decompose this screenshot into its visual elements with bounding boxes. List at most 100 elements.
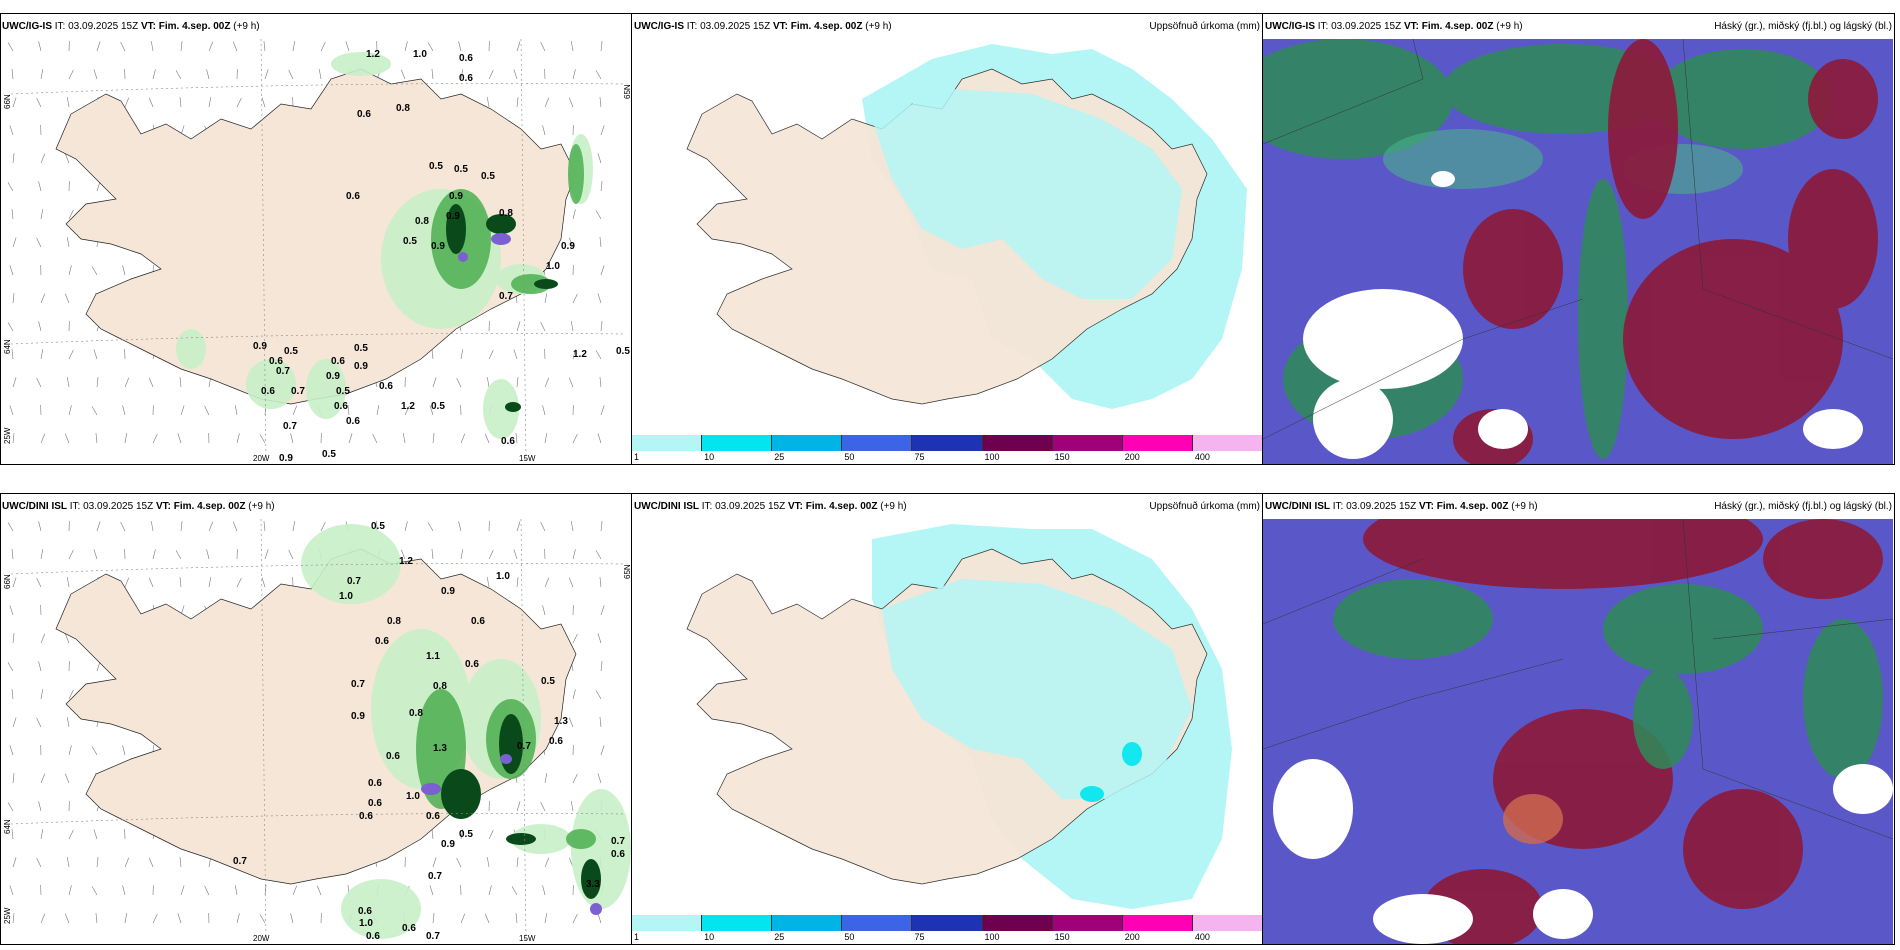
wind-barb — [597, 433, 602, 444]
precip-value: 0.5 — [371, 521, 385, 532]
wind-barb — [236, 433, 240, 444]
wind-barb — [40, 153, 46, 164]
wind-barb — [316, 885, 322, 896]
precip-values: 1.2 1.0 0.60.60.80.60.60.50.90.50.50.8 0.9 0… — [253, 49, 630, 464]
wind-barb — [516, 377, 519, 388]
wind-barb — [544, 577, 550, 588]
wind-barb — [568, 717, 574, 728]
precip-value: 1.0 — [406, 791, 420, 802]
accum-over-land — [872, 89, 1182, 299]
wind-barb — [595, 210, 602, 220]
precip-value: 0.9 — [441, 586, 455, 597]
wind-barb — [64, 913, 70, 924]
valid-time: VT: Fim. 4.sep. 00Z — [772, 21, 863, 32]
colorbar-segment — [772, 915, 843, 931]
wind-barb — [544, 97, 550, 108]
wind-barb — [9, 265, 14, 276]
wind-barb — [179, 97, 182, 108]
panel-header: UWC/DINI ISL IT: 03.09.2025 15Z VT: Fim.… — [1265, 501, 1538, 512]
wind-barb — [236, 97, 242, 108]
wind-barb — [597, 633, 602, 644]
wind-barb — [38, 321, 42, 332]
precip-value: 0.5 — [403, 236, 417, 247]
wind-barb — [516, 41, 521, 52]
wind-barb — [93, 549, 98, 560]
wind-barb — [292, 405, 298, 416]
precip-value: 0.8 — [409, 708, 423, 719]
colorbar-label: 75 — [914, 452, 925, 462]
wind-barb — [234, 405, 238, 416]
wind-barb — [206, 549, 210, 560]
precip-value: 0.7 — [611, 836, 625, 847]
wind-barb — [431, 829, 434, 840]
wind-barb — [600, 405, 605, 416]
colorbar-label: 400 — [1194, 452, 1210, 462]
wind-barb — [288, 549, 294, 560]
wind-barb — [179, 377, 182, 388]
valid-time: VT: Fim. 4.sep. 00Z — [1403, 21, 1494, 32]
wind-barb — [7, 522, 14, 532]
wind-barb — [595, 70, 602, 80]
wind-barb — [148, 97, 154, 108]
colorbar-segment — [1192, 435, 1262, 451]
wind-barb — [204, 405, 210, 416]
wind-barb — [290, 433, 294, 444]
precip-value: 1.3 — [554, 716, 568, 727]
wind-barb — [600, 661, 603, 672]
precip-value: 0.6 — [459, 73, 473, 84]
precip-value: 1.0 — [413, 49, 427, 60]
colorbar-segment — [912, 435, 983, 451]
wind-barb — [11, 829, 14, 840]
wind-barb — [150, 521, 154, 532]
precip-value: 0.7 — [517, 741, 531, 752]
panel-header: UWC/IG-IS IT: 03.09.2025 15Z VT: Fim. 4.… — [2, 21, 260, 32]
precip-value: 1.0 — [339, 591, 353, 602]
colorbar-label: 75 — [914, 932, 925, 942]
colorbar-label: 150 — [1054, 452, 1070, 462]
wind-barb — [511, 886, 518, 896]
wind-barb — [64, 633, 70, 644]
colorbar-segment — [632, 915, 703, 931]
wind-barb — [400, 549, 406, 560]
wind-barb — [40, 549, 44, 560]
wind-barb — [513, 549, 518, 560]
wind-barb — [540, 41, 546, 52]
wind-barb — [68, 265, 72, 276]
wind-barb — [516, 577, 519, 588]
wind-barb — [152, 69, 156, 80]
precip-value: 0.6 — [375, 636, 389, 647]
wind-barb — [68, 209, 74, 220]
precip-value: 0.6 — [358, 906, 372, 917]
precip-value: 0.7 — [276, 366, 290, 377]
wind-barb — [208, 97, 212, 108]
lon-label: 15W — [519, 934, 536, 943]
panel-header: UWC/DINI ISL IT: 03.09.2025 15Z VT: Fim.… — [2, 501, 275, 512]
wind-barb — [40, 209, 44, 220]
precip-value: 0.5 — [454, 164, 468, 175]
precip-value: 1.3 — [433, 743, 447, 754]
very-heavy-precip-areas — [421, 754, 602, 915]
wind-barb — [516, 521, 521, 532]
panel-header: UWC/DINI ISL IT: 03.09.2025 15Z VT: Fim.… — [634, 501, 907, 512]
wind-barb — [572, 773, 578, 784]
precip-value: 0.6 — [269, 356, 283, 367]
wind-barb — [456, 377, 462, 388]
precip-value: 0.6 — [471, 616, 485, 627]
forecast-offset: (+9 h) — [233, 21, 260, 32]
wind-barb — [568, 97, 574, 108]
wind-barb — [516, 857, 519, 868]
wind-barb — [68, 549, 74, 560]
wind-barb — [124, 97, 130, 108]
panel-header: UWC/IG-IS IT: 03.09.2025 15Z VT: Fim. 4.… — [1265, 21, 1523, 32]
valid-time: VT: Fim. 4.sep. 00Z — [1418, 501, 1509, 512]
precip-value: 1.2 — [399, 556, 413, 567]
wind-barb — [124, 433, 128, 444]
accum-over-land — [882, 579, 1192, 799]
wind-barb — [570, 801, 574, 812]
wind-barb — [486, 97, 490, 108]
wind-barb — [7, 182, 14, 192]
precip-value: 0.6 — [357, 109, 371, 120]
wind-barb — [568, 377, 574, 388]
colorbar-segment — [1192, 915, 1262, 931]
precip-value: 0.6 — [366, 931, 380, 942]
